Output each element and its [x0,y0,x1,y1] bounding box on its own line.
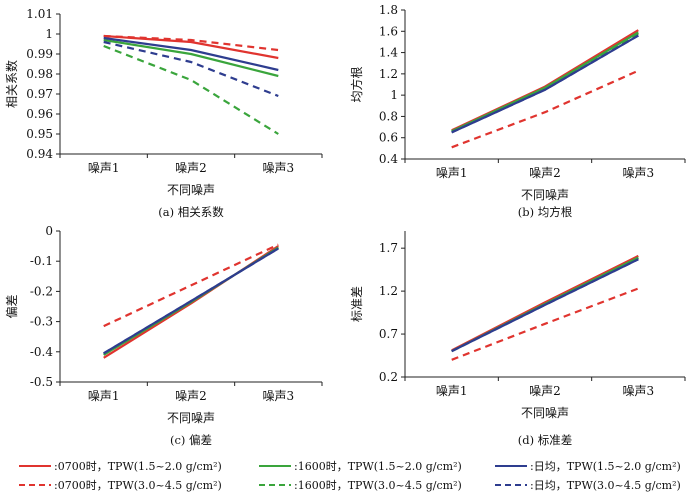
legend-item-5: :日均，TPW(1.5~2.0 g/cm²) [494,456,681,476]
legend-item-4: :1600时，TPW(3.0~4.5 g/cm²) [258,475,462,495]
panel-3-x-tick-label: 噪声3 [263,389,295,403]
panel-3-x-axis-title: 不同噪声 [167,411,215,425]
legend-swatch-4 [259,484,291,486]
panel-3-y-tick-label: -0.5 [30,375,53,389]
panel-2-x-tick-label: 噪声3 [623,166,655,180]
panel-2-y-tick-label: 0.8 [379,109,398,123]
panel-4-series-line-2 [451,287,639,361]
panel-2-y-tick-label: 1 [390,88,398,102]
legend: :0700时，TPW(1.5~2.0 g/cm²) :0700时，TPW(3.0… [0,454,700,496]
panel-3-y-axis-title: 偏差 [4,294,19,318]
legend-item-3: :1600时，TPW(1.5~2.0 g/cm²) [258,456,462,476]
panel-4-series-line-5 [451,258,639,353]
panel-1-y-tick-label: 0.95 [26,127,53,141]
panel-3-series-line-2 [103,243,279,328]
legend-swatch-3 [259,465,291,467]
panel-2-caption: (b) 均方根 [518,205,573,219]
panel-3-y-tick-label: -0.3 [30,315,53,329]
panel-1-y-tick-label: 1.01 [26,7,53,21]
panel-3-y-tick-label: -0.2 [30,284,53,298]
panel-3-series-line-6 [103,247,279,355]
panel-4-x-axis-title: 不同噪声 [521,406,569,420]
legend-label-6: :日均，TPW(3.0~4.5 g/cm²) [530,479,681,492]
panel-2-x-tick-label: 噪声2 [529,166,561,180]
legend-label-3: :1600时，TPW(1.5~2.0 g/cm²) [294,460,462,473]
panel-1-caption: (a) 相关系数 [158,205,224,219]
panel-4-x-tick-label: 噪声3 [623,384,655,398]
panel-4-series-line-4 [451,256,639,353]
panel-1-y-tick-label: 0.99 [26,47,53,61]
panel-3-x-tick-label: 噪声1 [88,389,120,403]
panel-4-y-tick-label: 1.7 [379,241,398,255]
legend-swatch-2 [19,484,51,486]
panel-3-y-tick-label: -0.1 [30,254,53,268]
panel-3-y-tick-label: -0.4 [30,345,54,359]
legend-item-6: :日均，TPW(3.0~4.5 g/cm²) [494,475,681,495]
panel-1-y-axis-title: 相关系数 [4,60,19,108]
panel-1-y-tick-label: 0.98 [26,67,53,81]
panel-2-x-tick-label: 噪声1 [436,166,468,180]
panel-1-x-axis-title: 不同噪声 [167,183,215,197]
legend-label-1: :0700时，TPW(1.5~2.0 g/cm²) [54,460,222,473]
panel-4-y-tick-label: 0.2 [379,370,398,384]
panel-1-series-line-2 [103,34,279,52]
panel-1-y-tick-label: 1 [45,27,53,41]
panel-2-series-line-3 [451,31,639,133]
panel-1-y-tick-label: 0.97 [26,87,53,101]
panel-1-series-line-6 [103,40,279,98]
legend-swatch-5 [495,465,527,467]
panel-3-x-tick-label: 噪声2 [175,389,207,403]
panel-2-y-tick-label: 0.6 [379,131,398,145]
legend-label-5: :日均，TPW(1.5~2.0 g/cm²) [530,460,681,473]
panel-2-y-tick-label: 1.8 [379,3,398,17]
panel-2-y-tick-label: 0.4 [379,152,398,166]
panel-2-y-axis-title: 均方根 [349,66,364,102]
panel-4-x-tick-label: 噪声2 [529,384,561,398]
panel-4-series-line-6 [451,258,639,353]
panel-2-x-axis-title: 不同噪声 [521,188,569,202]
panel-1-series-line-4 [103,44,279,135]
panel-2-y-tick-label: 1.6 [379,24,398,38]
panel-1-x-tick-label: 噪声3 [263,161,295,175]
panel-1-series-line-5 [103,36,279,72]
panel-4-x-tick-label: 噪声1 [436,384,468,398]
figure-canvas: 0.94 0.95 0.96 0.97 0.98 0.99 1 1.01 噪声1 噪声2 噪声3 不同… [4,3,686,447]
legend-item-2: :0700时，TPW(3.0~4.5 g/cm²) [18,475,222,495]
legend-label-4: :1600时，TPW(3.0~4.5 g/cm²) [294,479,462,492]
panel-1-y-tick-label: 0.96 [26,107,53,121]
legend-item-1: :0700时，TPW(1.5~2.0 g/cm²) [18,456,222,476]
legend-swatch-6 [495,484,527,486]
panel-1-y-tick-label: 0.94 [26,147,53,161]
panel-1-x-tick-label: 噪声1 [88,161,120,175]
panel-4-y-tick-label: 1.2 [379,284,398,298]
panel-2-y-tick-label: 1.4 [379,46,398,60]
panel-3-caption: (c) 偏差 [170,433,212,447]
panel-3-y-tick-label: 0 [45,224,53,238]
panel-4-y-axis-title: 标准差 [350,286,364,322]
panel-2-series-line-1 [451,29,639,132]
legend-label-2: :0700时，TPW(3.0~4.5 g/cm²) [54,479,222,492]
panel-1-series-line-3 [103,38,279,78]
panel-2-y-tick-label: 1.2 [379,67,398,81]
panel-2-series-line-6 [451,34,639,134]
panel-2-series-line-2 [451,69,639,149]
legend-swatch-1 [19,465,51,467]
panel-4-y-tick-label: 0.7 [379,327,398,341]
panel-4-caption: (d) 标准差 [518,433,573,447]
panel-1-x-tick-label: 噪声2 [175,161,207,175]
